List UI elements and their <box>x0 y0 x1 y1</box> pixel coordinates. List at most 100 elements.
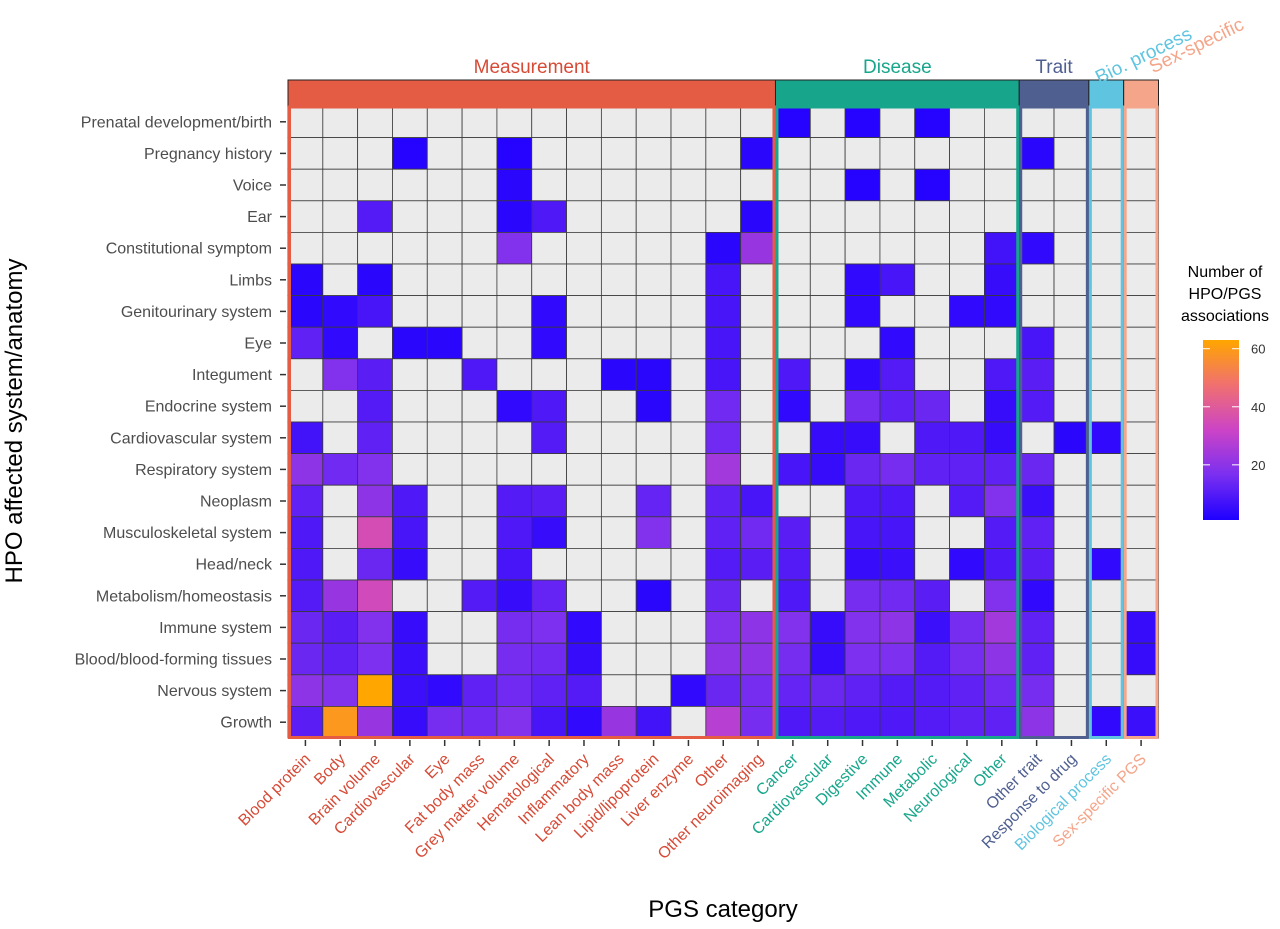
heatmap-cell <box>600 453 637 486</box>
heatmap-cell <box>322 263 359 297</box>
heatmap-cell <box>496 706 533 739</box>
heatmap-cell <box>1123 484 1159 518</box>
heatmap-cell <box>844 579 881 613</box>
heatmap-cell <box>1123 326 1159 360</box>
heatmap-cell <box>635 453 672 486</box>
heatmap-cell <box>914 516 950 549</box>
heatmap-cell <box>1053 168 1090 202</box>
heatmap-cell <box>566 105 602 139</box>
group-strip <box>1088 79 1125 107</box>
heatmap-cell <box>740 326 776 360</box>
heatmap-cell <box>844 674 881 707</box>
heatmap-cell <box>496 548 533 581</box>
heatmap-cell <box>705 421 742 455</box>
heatmap-cell <box>392 484 428 518</box>
heatmap-cell <box>357 168 393 202</box>
heatmap-cell <box>879 295 916 328</box>
heatmap-cell <box>809 706 846 739</box>
heatmap-cell <box>566 453 602 486</box>
heatmap-cell <box>357 611 393 644</box>
heatmap-cell <box>600 200 637 233</box>
heatmap-cell <box>879 642 916 676</box>
heatmap-cell <box>775 326 811 360</box>
heatmap-cell <box>600 326 637 360</box>
heatmap-cell <box>809 548 846 581</box>
row-labels: Prenatal development/birth Pregnancy hist… <box>75 114 286 732</box>
heatmap-cell <box>322 674 359 707</box>
heatmap-cell <box>775 231 811 265</box>
heatmap-cell <box>322 453 359 486</box>
heatmap-cell <box>984 168 1020 202</box>
heatmap-cell <box>984 642 1020 676</box>
heatmap-cell <box>740 611 776 644</box>
heatmap-cell <box>1123 674 1159 707</box>
heatmap-cell <box>809 200 846 233</box>
heatmap-cell <box>357 105 393 139</box>
heatmap-cell <box>531 579 567 613</box>
heatmap-cell <box>635 200 672 233</box>
heatmap-cell <box>914 168 950 202</box>
heatmap-cell <box>461 389 498 423</box>
heatmap-cell <box>1088 548 1125 581</box>
heatmap-cell <box>984 548 1020 581</box>
heatmap-cell <box>566 168 602 202</box>
heatmap-cell <box>844 484 881 518</box>
heatmap-cell <box>984 579 1020 613</box>
group-border <box>1123 105 1159 739</box>
heatmap-cell <box>775 706 811 739</box>
heatmap-cell <box>775 105 811 139</box>
heatmap-cell <box>984 295 1020 328</box>
legend-title: Number of <box>1188 264 1263 281</box>
heatmap-cell <box>809 579 846 613</box>
heatmap-cell <box>531 326 567 360</box>
heatmap-cell <box>1088 295 1125 328</box>
row-label: Blood/blood-forming tissues <box>75 652 272 669</box>
heatmap-cell <box>809 484 846 518</box>
heatmap-cell <box>322 484 359 518</box>
heatmap-cell <box>879 168 916 202</box>
heatmap-cell <box>426 642 463 676</box>
heatmap-cell <box>740 200 776 233</box>
heatmap-cell <box>357 642 393 676</box>
heatmap-cell <box>670 516 707 549</box>
heatmap-cell <box>949 516 985 549</box>
heatmap-cell <box>566 548 602 581</box>
heatmap-cell <box>879 389 916 423</box>
heatmap-cell <box>461 579 498 613</box>
heatmap-cell <box>600 421 637 455</box>
y-axis-title: HPO affected system/anatomy <box>1 258 28 583</box>
heatmap-cell <box>1123 579 1159 613</box>
group-strip <box>1123 79 1160 107</box>
heatmap-cell <box>809 358 846 391</box>
row-label: Eye <box>244 336 272 353</box>
heatmap-cell <box>566 674 602 707</box>
heatmap-cell <box>705 579 742 613</box>
heatmap-cell <box>879 421 916 455</box>
heatmap-cell <box>1018 105 1055 139</box>
heatmap-cell <box>461 358 498 391</box>
heatmap-cell <box>740 453 776 486</box>
heatmap-cell <box>461 642 498 676</box>
heatmap-cell <box>496 168 533 202</box>
row-label: Respiratory system <box>135 462 272 479</box>
heatmap-cell <box>844 706 881 739</box>
heatmap-cell <box>496 295 533 328</box>
heatmap-grid <box>287 105 1159 739</box>
heatmap-cell <box>426 326 463 360</box>
heatmap-cell <box>879 516 916 549</box>
heatmap-cell <box>705 453 742 486</box>
heatmap-cell <box>1123 137 1159 170</box>
heatmap-cell <box>705 389 742 423</box>
heatmap-cell <box>635 579 672 613</box>
heatmap-cell <box>740 263 776 297</box>
heatmap-cell <box>461 548 498 581</box>
heatmap-cell <box>705 105 742 139</box>
heatmap-cell <box>566 421 602 455</box>
heatmap-cell <box>879 579 916 613</box>
heatmap-cell <box>600 674 637 707</box>
heatmap-cell <box>287 674 324 707</box>
row-label: Genitourinary system <box>121 304 272 321</box>
heatmap-cell <box>496 326 533 360</box>
heatmap-cell <box>426 453 463 486</box>
heatmap-cell <box>740 389 776 423</box>
